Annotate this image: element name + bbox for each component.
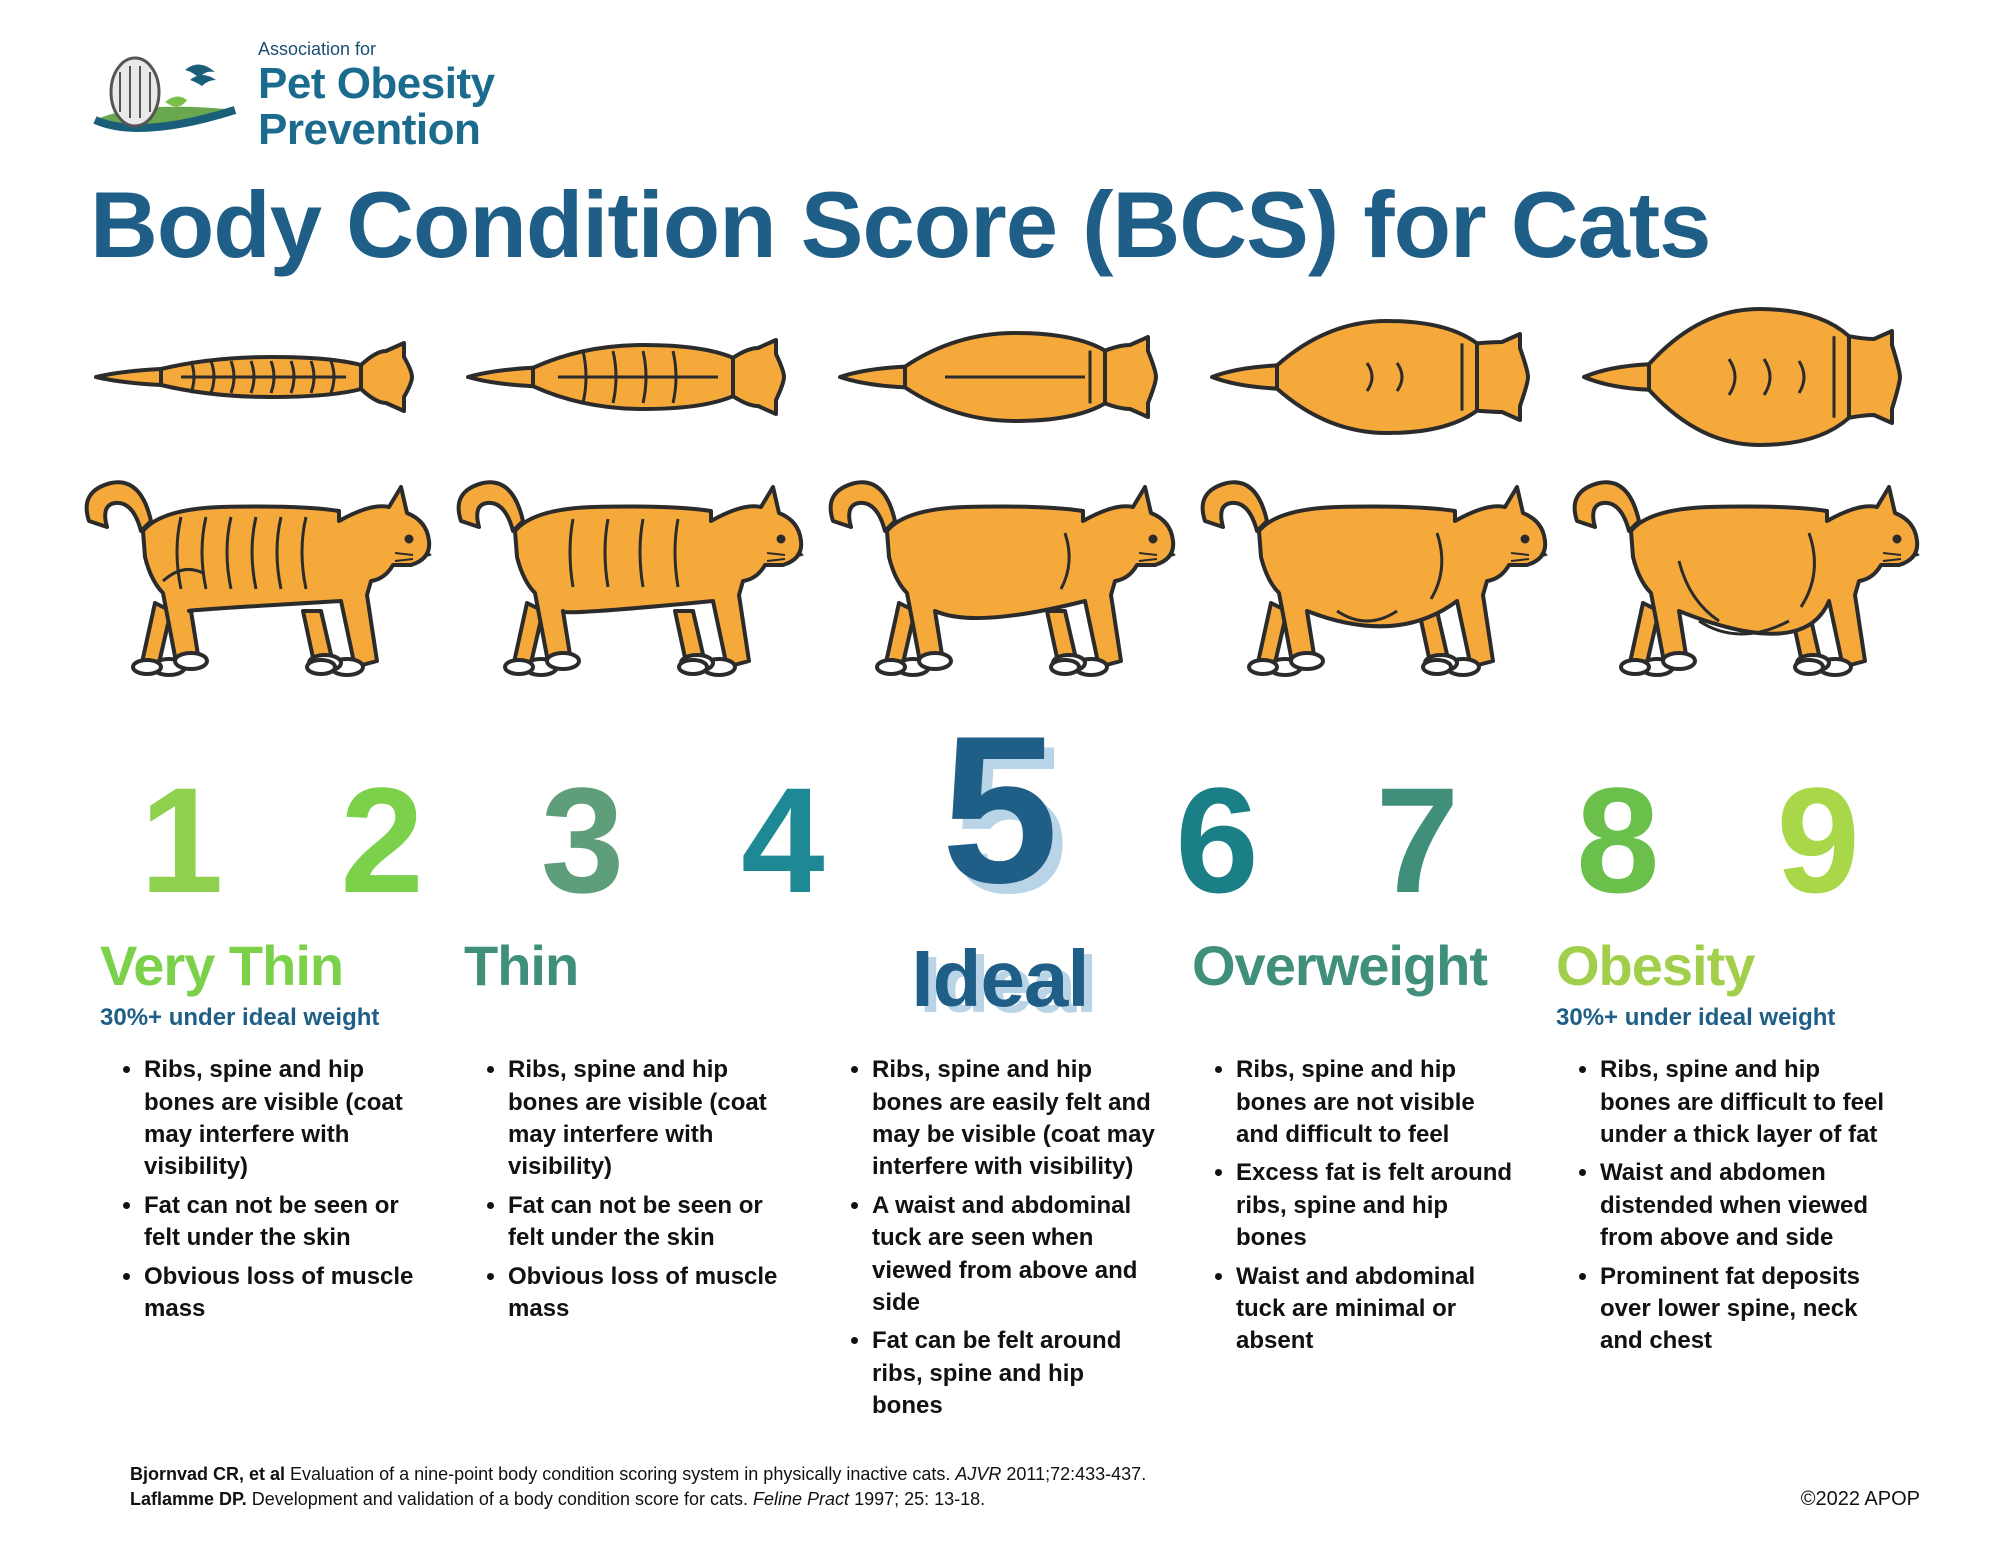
category-3: IdealIdeal (818, 933, 1182, 1025)
logo-text: Association for Pet Obesity Prevention (258, 40, 495, 153)
references: Bjornvad CR, et al Evaluation of a nine-… (130, 1462, 1146, 1511)
cat-top-1 (70, 307, 442, 447)
score-7: 7 (1376, 765, 1459, 915)
bullet-item: Waist and abdominal tuck are minimal or … (1236, 1261, 1524, 1358)
cat-side-3 (814, 461, 1186, 691)
copyright: ©2022 APOP (1801, 1488, 1920, 1511)
bullet-item: Prominent fat deposits over lower spine,… (1600, 1261, 1888, 1358)
bullets-row: Ribs, spine and hip bones are visible (c… (60, 1054, 1940, 1428)
score-1: 1 (140, 765, 223, 915)
page-title: Body Condition Score (BCS) for Cats (90, 171, 1940, 279)
cat-side-1 (70, 461, 442, 691)
score-5: 55 (942, 705, 1059, 915)
bullets-1: Ribs, spine and hip bones are visible (c… (90, 1054, 454, 1331)
reference-line: Bjornvad CR, et al Evaluation of a nine-… (130, 1462, 1146, 1486)
cat-side-4 (1186, 461, 1558, 691)
bullet-item: Ribs, spine and hip bones are easily fel… (872, 1054, 1160, 1184)
cat-side-2 (442, 461, 814, 691)
score-9: 9 (1776, 765, 1859, 915)
bullet-item: Fat can be felt around ribs, spine and h… (872, 1325, 1160, 1422)
bullets-4: Ribs, spine and hip bones are not visibl… (1182, 1054, 1546, 1364)
bullet-item: Waist and abdomen distended when viewed … (1600, 1157, 1888, 1254)
bullet-item: Obvious loss of muscle mass (144, 1261, 432, 1326)
scores-row: 1234 55 6789 (60, 705, 1940, 915)
cat-top-2 (442, 307, 814, 447)
cat-top-3 (814, 307, 1186, 447)
apop-logo-icon (90, 52, 240, 142)
bullet-item: Excess fat is felt around ribs, spine an… (1236, 1157, 1524, 1254)
category-4: Overweight (1182, 933, 1546, 998)
cat-side-5 (1558, 461, 1930, 691)
cats-side-row (60, 461, 1940, 691)
bullets-3: Ribs, spine and hip bones are easily fel… (818, 1054, 1182, 1428)
page: Association for Pet Obesity Prevention B… (0, 0, 2000, 1545)
bullet-item: Obvious loss of muscle mass (508, 1261, 796, 1326)
category-2: Thin (454, 933, 818, 998)
cats-top-row (60, 307, 1940, 447)
cat-top-5 (1558, 307, 1930, 447)
reference-line: Laflamme DP. Development and validation … (130, 1487, 1146, 1511)
score-2: 2 (340, 765, 423, 915)
category-5: Obesity30%+ under ideal weight (1546, 933, 1910, 1032)
score-6: 6 (1175, 765, 1258, 915)
score-3: 3 (541, 765, 624, 915)
logo-association-label: Association for (258, 40, 495, 59)
bullet-item: Ribs, spine and hip bones are not visibl… (1236, 1054, 1524, 1151)
bullet-item: Ribs, spine and hip bones are difficult … (1600, 1054, 1888, 1151)
bullet-item: Fat can not be seen or felt under the sk… (144, 1190, 432, 1255)
bullet-item: Fat can not be seen or felt under the sk… (508, 1190, 796, 1255)
bullets-2: Ribs, spine and hip bones are visible (c… (454, 1054, 818, 1331)
score-8: 8 (1576, 765, 1659, 915)
logo-block: Association for Pet Obesity Prevention (90, 40, 1940, 153)
bullet-item: Ribs, spine and hip bones are visible (c… (144, 1054, 432, 1184)
bullets-5: Ribs, spine and hip bones are difficult … (1546, 1054, 1910, 1364)
cat-top-4 (1186, 307, 1558, 447)
category-labels-row: Very Thin30%+ under ideal weightThinIdea… (60, 933, 1940, 1032)
bullet-item: A waist and abdominal tuck are seen when… (872, 1190, 1160, 1320)
category-1: Very Thin30%+ under ideal weight (90, 933, 454, 1032)
bullet-item: Ribs, spine and hip bones are visible (c… (508, 1054, 796, 1184)
logo-line-1: Pet Obesity (258, 61, 495, 107)
logo-line-2: Prevention (258, 107, 495, 153)
score-4: 4 (741, 765, 824, 915)
